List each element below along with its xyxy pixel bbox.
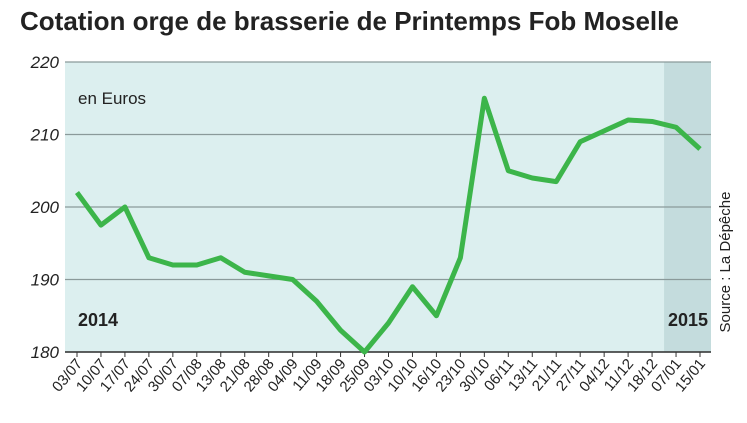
source: Source : La Dépêche: [717, 192, 734, 333]
line-series: [74, 95, 702, 355]
y-tick-label: 190: [31, 271, 60, 290]
y-tick-label: 220: [30, 53, 60, 72]
chart-title: Cotation orge de brasserie de Printemps …: [20, 6, 679, 36]
y-tick-label: 180: [31, 343, 60, 362]
unit-label: en Euros: [78, 89, 146, 108]
y-tick-label: 210: [30, 126, 60, 145]
year-label: 2015: [668, 310, 708, 330]
y-tick-label: 200: [30, 198, 60, 217]
year-label: 2014: [78, 310, 118, 330]
